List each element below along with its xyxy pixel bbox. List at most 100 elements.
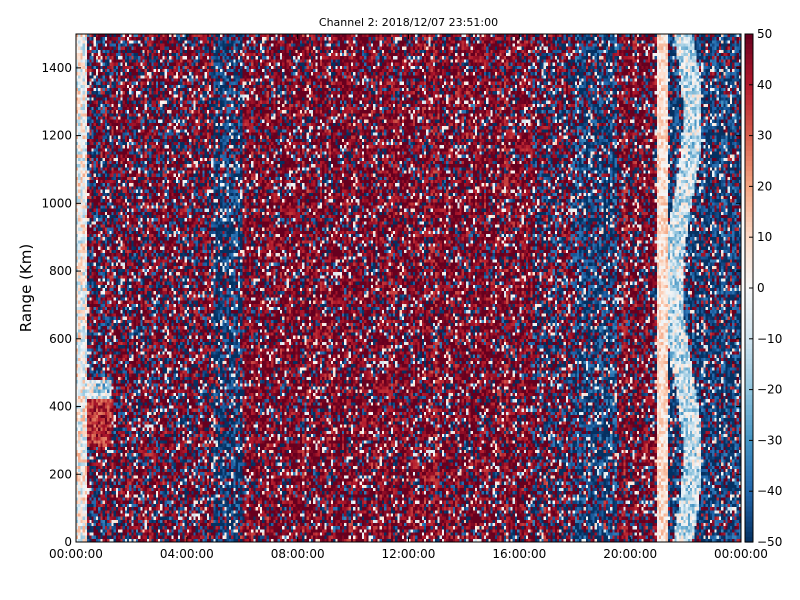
colorbar-segment — [745, 394, 753, 401]
y-tick-label: 400 — [49, 400, 72, 414]
colorbar-segment — [745, 79, 753, 86]
colorbar-segment — [745, 359, 753, 365]
colorbar-segment — [745, 409, 753, 416]
colorbar-segment — [745, 211, 753, 218]
colorbar-segment — [745, 328, 753, 335]
x-tick-label: 12:00:00 — [382, 547, 436, 561]
colorbar-segment — [745, 486, 753, 492]
colorbar-segment — [745, 49, 753, 55]
colorbar-segment — [745, 415, 753, 421]
colorbar-segment — [745, 501, 753, 508]
colorbar-segment — [745, 140, 753, 147]
colorbar-segment — [745, 252, 753, 259]
colorbar-segment — [745, 44, 753, 50]
colorbar-segment — [745, 491, 753, 497]
y-tick-label: 1000 — [41, 196, 72, 210]
colorbar-tick-label: −10 — [757, 332, 782, 346]
x-tick-label: 16:00:00 — [492, 547, 546, 561]
y-tick-label: 600 — [49, 332, 72, 346]
x-tick-label: 00:00:00 — [49, 547, 103, 561]
heatmap — [76, 34, 741, 542]
heatmap-image — [76, 34, 741, 542]
x-tick-label: 08:00:00 — [271, 547, 325, 561]
colorbar-segment — [745, 282, 753, 289]
colorbar-segment — [745, 201, 753, 208]
colorbar-segment — [745, 89, 753, 96]
y-axis: 0 200 400 600 800 1000 1200 1400 — [41, 61, 741, 549]
colorbar-segment — [745, 455, 753, 462]
colorbar-segment — [745, 288, 753, 294]
colorbar-segment — [745, 34, 753, 40]
colorbar-segment — [745, 338, 753, 345]
colorbar-segment — [745, 343, 753, 350]
colorbar-segment — [745, 399, 753, 406]
colorbar-tick-label: 50 — [757, 27, 772, 41]
colorbar-segment — [745, 333, 753, 340]
colorbar-segment — [745, 257, 753, 264]
colorbar-segment — [745, 470, 753, 477]
colorbar-segment — [745, 298, 753, 304]
colorbar-segment — [745, 206, 753, 213]
colorbar-tick-label: −20 — [757, 383, 782, 397]
colorbar-segment — [745, 166, 753, 172]
colorbar-segment — [745, 161, 753, 167]
colorbar-segment — [745, 69, 753, 76]
colorbar-segment — [745, 247, 753, 254]
colorbar-segment — [745, 389, 753, 396]
colorbar-segment — [745, 460, 753, 467]
colorbar-tick-label: 20 — [757, 179, 772, 193]
colorbar-segment — [745, 196, 753, 203]
colorbar-segment — [745, 181, 753, 187]
x-tick-label: 20:00:00 — [603, 547, 657, 561]
colorbar-segment — [745, 155, 753, 162]
colorbar-segment — [745, 94, 753, 101]
colorbar-tick-label: 0 — [757, 281, 765, 295]
colorbar-segment — [745, 84, 753, 91]
colorbar-segment — [745, 465, 753, 472]
colorbar-segment — [745, 267, 753, 274]
colorbar-segment — [745, 445, 753, 452]
colorbar-segment — [745, 308, 753, 314]
colorbar-tick-label: −40 — [757, 484, 782, 498]
colorbar-segment — [745, 516, 753, 523]
colorbar-segment — [745, 384, 753, 391]
colorbar-segment — [745, 150, 753, 157]
colorbar-segment — [745, 531, 753, 538]
colorbar-segment — [745, 54, 753, 60]
colorbar-segment — [745, 379, 753, 386]
colorbar-segment — [745, 481, 753, 487]
colorbar-segment — [745, 435, 753, 441]
colorbar-segment — [745, 176, 753, 182]
colorbar-tick-label: 40 — [757, 78, 772, 92]
colorbar-segment — [745, 237, 753, 243]
y-tick-label: 1200 — [41, 129, 72, 143]
colorbar-segment — [745, 511, 753, 518]
colorbar-segment — [745, 521, 753, 528]
colorbar-segment — [745, 369, 753, 375]
colorbar-segment — [745, 450, 753, 457]
colorbar-segment — [745, 293, 753, 299]
colorbar-segment — [745, 262, 753, 269]
colorbar-segment — [745, 100, 753, 106]
colorbar-segment — [745, 506, 753, 513]
colorbar-segment — [745, 216, 753, 223]
colorbar-segment — [745, 115, 753, 121]
colorbar-segment — [745, 110, 753, 116]
x-tick-label: 04:00:00 — [160, 547, 214, 561]
y-axis-label: Range (Km) — [17, 244, 35, 332]
colorbar-segment — [745, 39, 753, 45]
colorbar-tick-label: 30 — [757, 129, 772, 143]
colorbar-segment — [745, 64, 753, 71]
colorbar-segment — [745, 440, 753, 447]
colorbar-segment — [745, 420, 753, 426]
colorbar-tick-label: 10 — [757, 230, 772, 244]
colorbar-segment — [745, 272, 753, 279]
colorbar-segment — [745, 496, 753, 502]
x-tick-label: 00:00:00 — [714, 547, 768, 561]
colorbar-segment — [745, 59, 753, 66]
colorbar-segment — [745, 120, 753, 127]
colorbar-segment — [745, 425, 753, 431]
y-tick-label: 1400 — [41, 61, 72, 75]
colorbar-segment — [745, 74, 753, 81]
